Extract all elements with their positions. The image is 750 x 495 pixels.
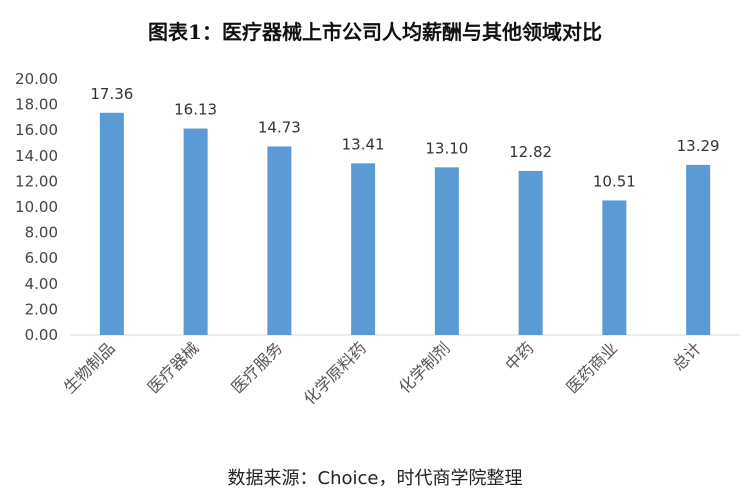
bar [602, 200, 627, 335]
category-label: 总计 [669, 338, 705, 374]
y-tick-label: 16.00 [15, 121, 58, 139]
bar [518, 170, 543, 335]
data-label: 12.82 [509, 143, 552, 161]
category-label: 医疗器械 [144, 338, 203, 397]
y-tick-label: 6.00 [25, 249, 58, 267]
bar [267, 146, 292, 335]
data-label: 13.41 [342, 135, 385, 153]
bar [351, 163, 376, 335]
source-note: 数据来源：Choice，时代商学院整理 [227, 468, 523, 489]
y-tick-label: 20.00 [15, 70, 58, 88]
data-label: 10.51 [593, 172, 636, 190]
bar [183, 128, 208, 335]
y-tick-label: 0.00 [25, 326, 58, 344]
bar [99, 112, 124, 336]
y-tick-label: 12.00 [15, 172, 58, 190]
category-label: 化学原料药 [300, 338, 370, 408]
y-tick-label: 10.00 [15, 198, 58, 216]
data-label: 13.29 [677, 137, 720, 155]
y-tick-label: 2.00 [25, 300, 58, 318]
y-tick-label: 18.00 [15, 96, 58, 114]
y-tick-label: 8.00 [25, 224, 58, 242]
data-label: 13.10 [425, 139, 468, 157]
y-tick-label: 14.00 [15, 147, 58, 165]
bar [434, 167, 459, 335]
category-label: 医疗服务 [228, 338, 287, 397]
chart-title: 图表1：医疗器械上市公司人均薪酬与其他领域对比 [148, 20, 602, 44]
category-label: 生物制品 [60, 338, 119, 397]
category-label: 医药商业 [563, 338, 622, 397]
data-label: 17.36 [90, 85, 133, 103]
data-label: 14.73 [258, 118, 301, 136]
y-tick-label: 4.00 [25, 275, 58, 293]
data-label: 16.13 [174, 101, 217, 119]
category-label: 化学制剂 [395, 338, 454, 397]
bar [686, 164, 711, 335]
category-label: 中药 [501, 338, 537, 374]
